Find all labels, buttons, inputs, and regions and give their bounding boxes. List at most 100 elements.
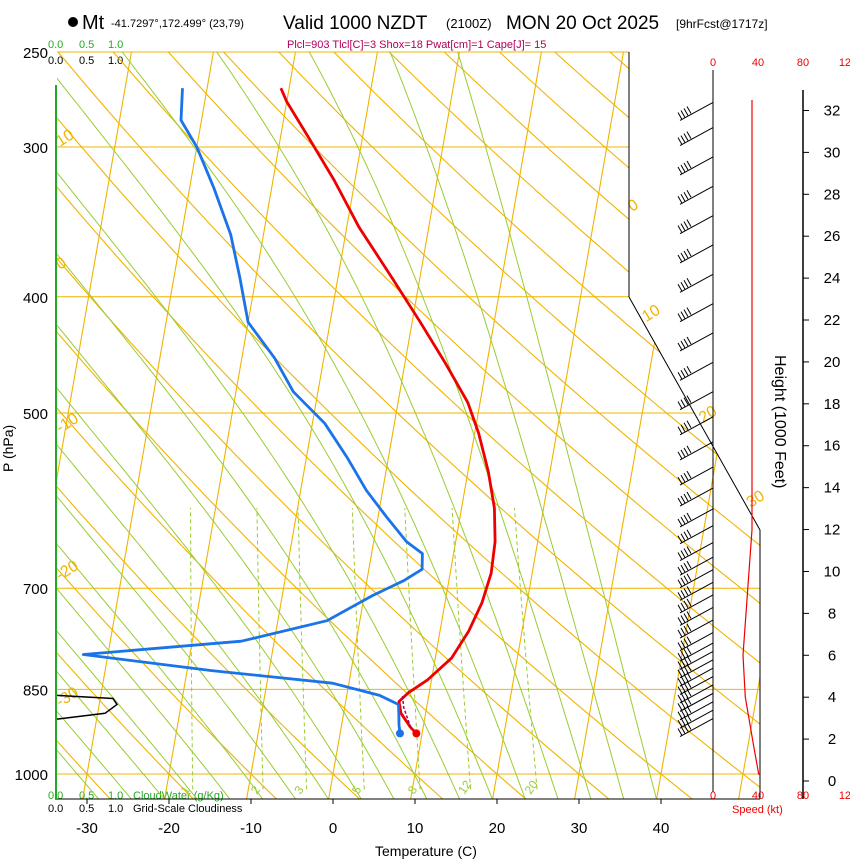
barb-flag-17-3 bbox=[686, 546, 692, 554]
barb-flag-21-1 bbox=[680, 474, 686, 483]
barb-flag-12-0 bbox=[677, 617, 683, 625]
height-tick-22: 22 bbox=[824, 312, 841, 329]
moist-adiabat--12 bbox=[57, 129, 231, 799]
barb-flag-32-0 bbox=[677, 166, 683, 175]
dry-adiabat-60 bbox=[57, 52, 760, 799]
barb-staff-34 bbox=[679, 102, 714, 121]
barb-staff-28 bbox=[679, 273, 714, 293]
moist-adiabat--4 bbox=[57, 52, 297, 799]
barb-flag-17-1 bbox=[680, 550, 686, 558]
barb-flag-16-1 bbox=[680, 564, 686, 573]
p-tick-400: 400 bbox=[23, 290, 48, 307]
barb-flag-22-1 bbox=[680, 449, 686, 458]
barb-flag-15-3 bbox=[686, 573, 692, 581]
barb-flag-12-1 bbox=[680, 615, 686, 623]
barb-flag-24-3 bbox=[686, 395, 692, 403]
dry-adiabat-10 bbox=[57, 52, 444, 799]
barb-flag-26-2 bbox=[683, 338, 689, 347]
barb-staff-21 bbox=[679, 466, 714, 486]
height-tick-6: 6 bbox=[828, 647, 836, 664]
height-tick-4: 4 bbox=[828, 689, 836, 706]
x-tick-30: 30 bbox=[571, 820, 588, 837]
barb-flag-0-0 bbox=[677, 728, 683, 736]
barb-flag-28-1 bbox=[680, 282, 686, 290]
barb-flag-11-3 bbox=[686, 623, 692, 632]
barb-flag-21-2 bbox=[683, 472, 689, 481]
height-axis-title: Height (1000 Feet) bbox=[771, 355, 788, 488]
cloudwater-scale-bottom: 0.0 0.5 1.0 CloudWater (g/Kg) 0.0 0.5 1.… bbox=[48, 790, 243, 815]
wind-barb-27 bbox=[677, 303, 714, 323]
height-tick-12: 12 bbox=[824, 522, 841, 539]
barb-flag-23-0 bbox=[677, 426, 683, 435]
dewpoint-line bbox=[81, 88, 424, 734]
x-tick-0: 0 bbox=[329, 820, 337, 837]
dry-adiabat-50 bbox=[57, 52, 760, 799]
barb-flag-14-1 bbox=[680, 590, 686, 598]
barb-flag-10-1 bbox=[680, 640, 686, 648]
barb-flag-26-3 bbox=[686, 336, 692, 345]
barb-staff-15 bbox=[679, 569, 714, 589]
barb-staff-6 bbox=[679, 667, 714, 687]
mixing-ratio-20 bbox=[513, 507, 538, 790]
barb-staff-17 bbox=[679, 542, 714, 561]
barb-flag-20-2 bbox=[683, 493, 689, 502]
barb-flag-29-0 bbox=[677, 254, 683, 263]
dry-adiabat-150 bbox=[530, 52, 760, 799]
barb-flag-24-1 bbox=[680, 399, 686, 407]
mixing-label-5: 5 bbox=[349, 783, 364, 797]
wind-panel: 0246810121416182022242628303200404080801… bbox=[677, 57, 850, 802]
cw-top-0: 0.0 bbox=[48, 39, 63, 51]
wind-barb-21 bbox=[677, 466, 714, 486]
barb-flag-21-0 bbox=[677, 476, 683, 485]
barb-staff-30 bbox=[679, 215, 714, 235]
isotherm-0 bbox=[328, 52, 464, 799]
wind-barb-28 bbox=[677, 273, 714, 293]
cloudiness-legend: Grid-Scale Cloudiness bbox=[133, 803, 243, 815]
station-label: Mt bbox=[82, 12, 105, 34]
mixing-ratio-5 bbox=[351, 507, 365, 790]
barb-flag-16-0 bbox=[677, 566, 683, 575]
mixing-label-2: 2 bbox=[248, 783, 263, 797]
dry-adiabat-70 bbox=[94, 52, 760, 799]
barb-flag-20-1 bbox=[680, 495, 686, 504]
barb-flag-18-2 bbox=[683, 531, 689, 539]
cl-bot-2: 1.0 bbox=[108, 803, 123, 815]
barb-flag-28-2 bbox=[683, 280, 689, 288]
plot-frame bbox=[55, 52, 761, 800]
station-coords: -41.7297°,172.499° (23,79) bbox=[111, 18, 244, 30]
isotherm-10 bbox=[410, 52, 546, 799]
barb-flag-11-0 bbox=[677, 629, 683, 638]
station-marker-icon bbox=[68, 17, 78, 27]
mixing-ratio-labels: 1 2 3 5 8 12 20 bbox=[178, 777, 541, 796]
moist-adiabat-28 bbox=[201, 52, 559, 799]
barb-staff-0 bbox=[679, 718, 714, 737]
temperature-line bbox=[279, 87, 497, 735]
mixing-ratio-2 bbox=[256, 507, 264, 790]
barb-flag-9-1 bbox=[680, 650, 686, 659]
barb-staff-18 bbox=[679, 525, 714, 545]
isotherm-40 bbox=[656, 52, 760, 799]
barb-flag-19-0 bbox=[677, 518, 683, 527]
barb-flag-31-2 bbox=[683, 192, 689, 200]
moist-adiabat-24 bbox=[105, 52, 526, 799]
barb-flag-33-1 bbox=[680, 135, 686, 143]
barb-staff-5 bbox=[679, 676, 714, 696]
barb-staff-24 bbox=[679, 391, 714, 411]
barb-flag-18-0 bbox=[677, 535, 683, 543]
mixing-label-12: 12 bbox=[455, 777, 474, 796]
barb-flag-34-0 bbox=[677, 112, 683, 120]
sounding-series bbox=[81, 87, 497, 738]
forecast-info: [9hrFcst@1717z] bbox=[676, 17, 768, 31]
barb-flag-29-1 bbox=[680, 252, 686, 261]
barb-flag-15-1 bbox=[680, 577, 686, 585]
barb-flag-7-0 bbox=[677, 669, 683, 678]
p-tick-1000: 1000 bbox=[15, 767, 48, 784]
barb-staff-4 bbox=[679, 684, 714, 704]
barb-staff-26 bbox=[679, 332, 714, 352]
barb-flag-15-0 bbox=[677, 579, 683, 587]
barb-staff-19 bbox=[679, 508, 714, 528]
barb-flag-6-0 bbox=[677, 677, 683, 686]
barb-flag-20-0 bbox=[677, 497, 683, 506]
